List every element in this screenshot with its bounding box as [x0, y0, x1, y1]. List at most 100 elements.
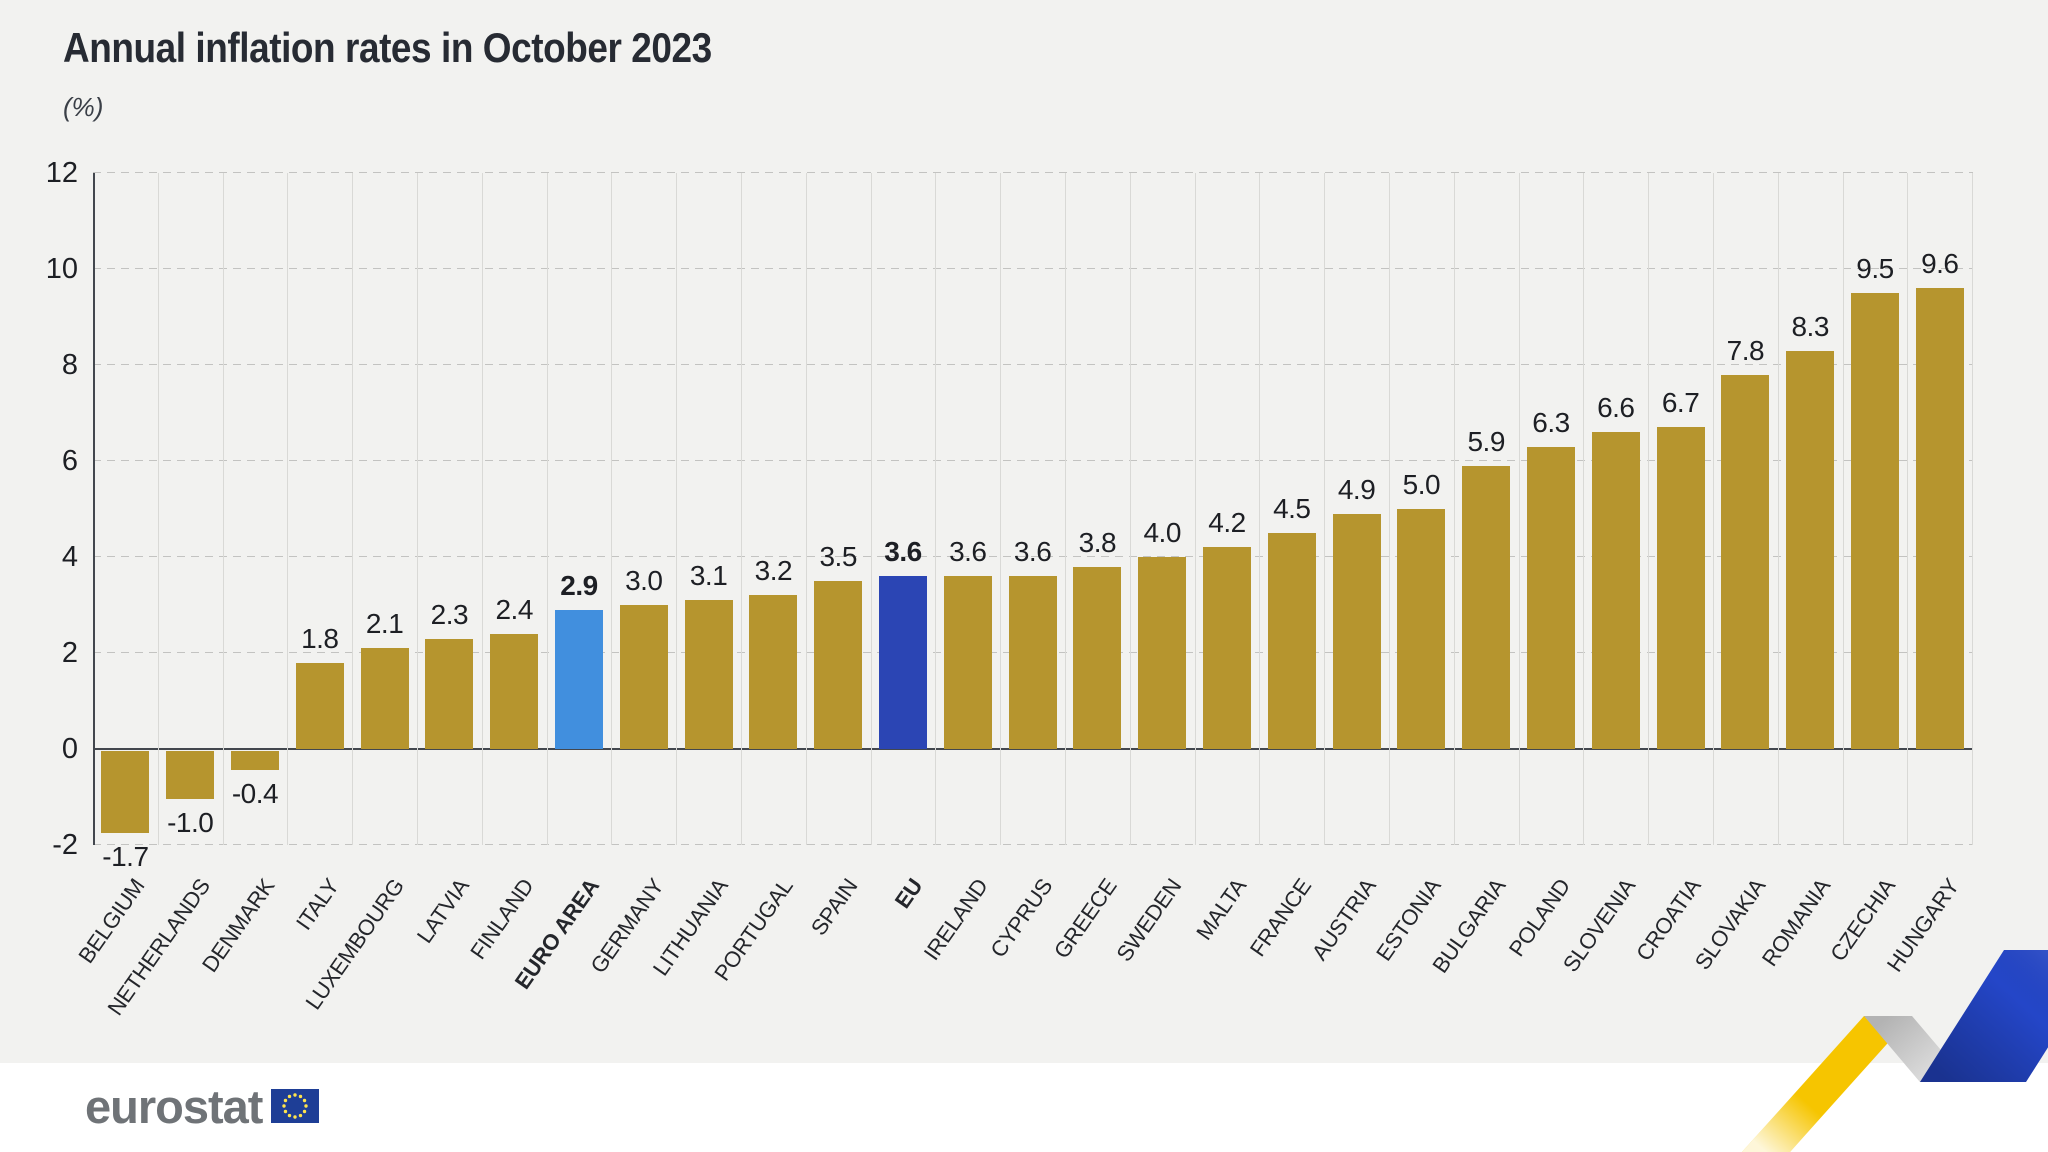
bar-denmark	[231, 751, 279, 771]
bar-spain	[814, 581, 863, 749]
bar-romania	[1786, 350, 1835, 749]
bar-euro-area	[555, 609, 603, 749]
column-separator-line	[1713, 173, 1714, 845]
bar-value-label: -0.4	[231, 778, 279, 810]
bar-croatia	[1656, 427, 1705, 749]
column-separator-line	[1518, 173, 1520, 845]
column-separator-line	[935, 173, 937, 845]
bar-value-label: 4.5	[1273, 493, 1311, 524]
chart-title: Annual inflation rates in October 2023	[63, 24, 712, 71]
column-separator-line	[287, 173, 289, 845]
gridline	[93, 172, 1973, 174]
bar-value-label: 4.0	[1143, 517, 1181, 548]
bar-latvia	[425, 638, 474, 749]
bar-lithuania	[684, 600, 733, 749]
column-separator-line	[1907, 173, 1909, 845]
eu-flag-star	[293, 1093, 298, 1097]
column-separator-line	[1972, 173, 1974, 845]
y-tick-label: 6	[61, 445, 78, 477]
bar-bulgaria	[1462, 465, 1511, 749]
bar-value-label: 3.6	[1013, 536, 1052, 568]
bar-value-label: 3.2	[754, 555, 793, 587]
bar-germany	[619, 605, 668, 749]
eu-flag-icon	[271, 1089, 320, 1123]
eu-flag-star	[284, 1109, 288, 1114]
bar-value-label: 4.2	[1208, 507, 1246, 539]
column-separator-line	[352, 173, 354, 845]
bar-value-label: 2.4	[495, 593, 533, 625]
bar-sweden	[1138, 557, 1187, 749]
eu-flag-star	[288, 1113, 292, 1118]
column-separator-line	[1842, 173, 1844, 845]
y-tick-label: 0	[61, 733, 78, 765]
bar-estonia	[1397, 509, 1446, 749]
eu-flag-star	[284, 1098, 288, 1103]
y-tick-label: 12	[45, 157, 78, 189]
column-separator-line	[417, 173, 418, 845]
bar-eu	[879, 576, 927, 749]
bar-value-label: -1.7	[102, 840, 149, 872]
column-separator-line	[222, 173, 224, 845]
bar-value-label: 2.3	[430, 598, 469, 630]
column-separator-line	[157, 173, 159, 845]
bar-value-label: 6.6	[1597, 392, 1635, 424]
bar-value-label: 2.9	[560, 569, 598, 601]
column-separator-line	[1389, 173, 1390, 845]
eu-flag-star	[304, 1104, 309, 1108]
chart-panel	[0, 0, 2048, 1063]
bar-value-label: -1.0	[167, 807, 214, 838]
gridline	[93, 364, 1973, 366]
y-tick-label: 4	[61, 541, 78, 573]
bar-netherlands	[166, 751, 215, 799]
y-tick-label: 10	[45, 253, 78, 285]
column-separator-line	[481, 173, 483, 845]
gridline	[93, 460, 1973, 462]
column-separator-line	[1194, 173, 1196, 845]
bar-france	[1267, 533, 1316, 749]
gridline	[93, 268, 1973, 270]
bar-value-label: 9.5	[1856, 253, 1894, 284]
eu-flag-star	[303, 1098, 307, 1103]
bar-value-label: 2.1	[365, 608, 404, 640]
eurostat-logo-text: eurostat	[85, 1079, 263, 1133]
bar-malta	[1203, 547, 1251, 749]
eu-flag-star	[299, 1094, 303, 1099]
column-separator-line	[1129, 173, 1131, 845]
bar-cyprus	[1008, 576, 1057, 749]
column-separator-line	[1259, 173, 1261, 845]
y-tick-label: 8	[61, 349, 78, 381]
bar-czechia	[1851, 293, 1899, 749]
y-tick-label: 2	[61, 637, 78, 669]
bar-value-label: 5.9	[1467, 425, 1505, 457]
column-separator-line	[611, 173, 613, 845]
bar-greece	[1073, 566, 1122, 749]
bar-value-label: 3.6	[884, 536, 922, 568]
eu-flag-star	[293, 1115, 298, 1119]
bar-value-label: 6.7	[1661, 387, 1700, 419]
column-separator-line	[805, 173, 807, 845]
bar-luxembourg	[360, 648, 409, 749]
bar-value-label: 6.3	[1532, 406, 1570, 438]
bar-hungary	[1915, 288, 1964, 749]
bar-value-label: 9.6	[1921, 248, 1959, 280]
column-separator-line	[1000, 173, 1002, 845]
column-separator-line	[1648, 173, 1650, 845]
bar-value-label: 5.0	[1402, 469, 1441, 500]
bar-value-label: 1.8	[301, 622, 339, 654]
column-separator-line	[1583, 173, 1585, 845]
eu-flag-star	[288, 1094, 292, 1099]
bar-value-label: 3.1	[689, 560, 728, 592]
column-separator-line	[741, 173, 742, 845]
column-separator-line	[1777, 173, 1779, 845]
bar-italy	[295, 662, 344, 749]
eu-flag-star	[282, 1104, 287, 1108]
bar-belgium	[101, 751, 150, 833]
bar-value-label: 7.8	[1726, 334, 1765, 366]
column-separator-line	[870, 173, 872, 845]
zero-gridline	[93, 748, 1973, 750]
gridline	[93, 844, 1973, 846]
bar-poland	[1527, 446, 1575, 749]
bar-portugal	[749, 595, 798, 749]
bar-value-label: 3.0	[625, 565, 663, 596]
bar-value-label: 4.9	[1337, 473, 1376, 505]
